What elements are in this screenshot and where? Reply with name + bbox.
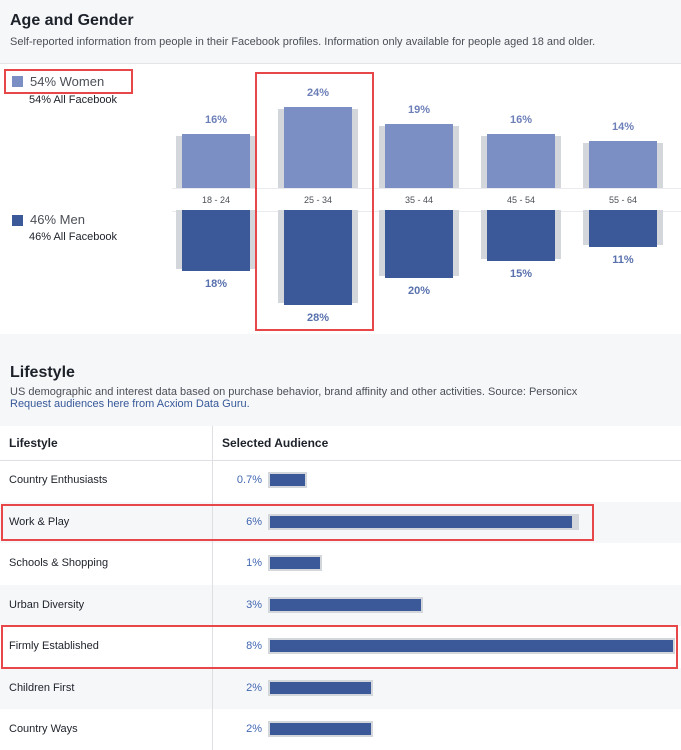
men-bar (284, 210, 352, 305)
lifestyle-selected-bar (270, 640, 673, 652)
lifestyle-selected-bar (270, 557, 321, 569)
lifestyle-row-pct: 3% (246, 599, 262, 611)
women-swatch (12, 76, 23, 87)
lifestyle-row-pct: 2% (246, 682, 262, 694)
column-divider (212, 426, 213, 750)
lifestyle-row-pct: 2% (246, 723, 262, 735)
women-legend: 54% Women (30, 74, 105, 89)
men-bar (385, 210, 453, 278)
lifestyle-row-pct: 1% (246, 557, 262, 569)
lifestyle-row-name: Work & Play (9, 516, 70, 528)
women-bar (385, 123, 453, 188)
women-bar (589, 140, 657, 188)
men-pct-label: 28% (306, 312, 330, 324)
men-pct-label: 18% (204, 278, 228, 291)
age-gender-subtitle: Self-reported information from people in… (10, 36, 596, 48)
men-legend: 46% Men (30, 212, 85, 227)
men-bar (589, 210, 657, 248)
lifestyle-row: Country Ways 2% (0, 709, 681, 750)
lifestyle-title: Lifestyle (10, 364, 75, 381)
lifestyle-row-pct: 8% (246, 640, 262, 652)
lifestyle-row: Work & Play 6% (0, 502, 681, 543)
lifestyle-row-name: Firmly Established (9, 640, 99, 652)
lifestyle-selected-bar (270, 516, 573, 528)
lifestyle-row: Schools & Shopping 1% (0, 543, 681, 584)
women-pct-label: 14% (611, 120, 635, 133)
lifestyle-row-pct: 0.7% (236, 474, 262, 486)
men-pct-label: 11% (612, 254, 634, 267)
acxiom-link[interactable]: Request audiences here from Acxiom Data … (10, 398, 250, 410)
women-all-facebook: 54% All Facebook (29, 94, 118, 106)
col-selected-audience: Selected Audience (222, 436, 329, 450)
lifestyle-selected-bar (270, 682, 371, 694)
women-pct-label: 16% (509, 113, 533, 126)
lifestyle-subtitle: US demographic and interest data based o… (10, 386, 578, 398)
age-range-label: 55 - 64 (608, 195, 638, 205)
men-swatch (12, 215, 23, 226)
lifestyle-row-pct: 6% (246, 516, 262, 528)
lifestyle-row-name: Country Enthusiasts (9, 474, 108, 486)
lifestyle-selected-bar (270, 599, 422, 611)
women-bar (284, 106, 352, 188)
lifestyle-row-name: Children First (9, 682, 75, 694)
men-bar (487, 210, 555, 261)
lifestyle-selected-bar (270, 474, 306, 486)
age-range-label: 25 - 34 (303, 195, 333, 205)
lifestyle-header: Lifestyle US demographic and interest da… (0, 346, 681, 427)
lifestyle-row: Firmly Established 8% (0, 626, 681, 667)
women-bar (487, 133, 555, 188)
men-bar (182, 210, 250, 272)
age-range-label: 45 - 54 (506, 195, 536, 205)
col-lifestyle: Lifestyle (9, 436, 58, 450)
men-all-facebook: 46% All Facebook (29, 231, 118, 243)
age-gender-title: Age and Gender (10, 12, 134, 29)
age-range-label: 18 - 24 (201, 195, 231, 205)
lifestyle-row-name: Schools & Shopping (9, 557, 109, 569)
lifestyle-row-name: Urban Diversity (9, 599, 85, 611)
lifestyle-row: Children First 2% (0, 668, 681, 709)
age-gender-header: Age and Gender Self-reported information… (0, 0, 681, 64)
women-pct-label: 24% (306, 86, 330, 99)
men-pct-label: 15% (509, 267, 533, 280)
lifestyle-row: Urban Diversity 3% (0, 585, 681, 626)
men-pct-label: 20% (407, 284, 431, 297)
lifestyle-selected-bar (270, 723, 371, 735)
lifestyle-row-name: Country Ways (9, 723, 78, 735)
women-bar (182, 133, 250, 188)
lifestyle-table-header: Lifestyle Selected Audience (0, 426, 681, 461)
age-gender-panel: Age and Gender Self-reported information… (0, 0, 681, 334)
age-range-label: 35 - 44 (404, 195, 434, 205)
women-pct-label: 19% (407, 103, 431, 116)
women-pct-label: 16% (204, 113, 228, 126)
lifestyle-row: Country Enthusiasts 0.7% (0, 460, 681, 501)
